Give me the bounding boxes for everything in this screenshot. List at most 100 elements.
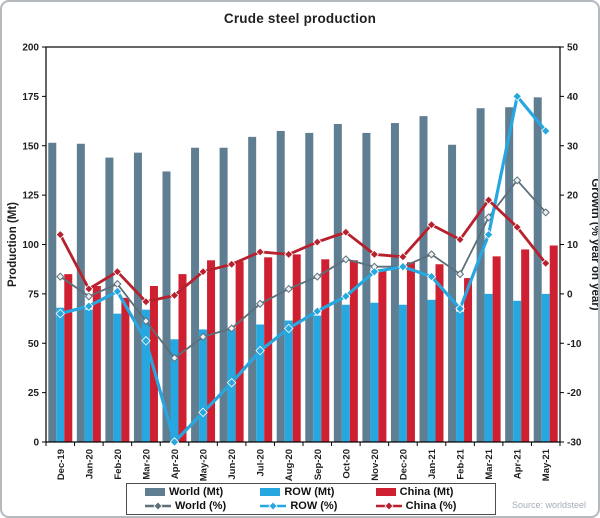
row-mt-bar (427, 299, 436, 442)
left-axis-tick-label: 100 (22, 240, 39, 251)
china-marker (426, 220, 437, 230)
left-axis-tick-label: 200 (22, 43, 39, 54)
row-marker (255, 345, 265, 356)
world-marker (56, 272, 65, 281)
world-marker (341, 255, 350, 264)
world-marker (455, 270, 465, 279)
china-marker (341, 227, 351, 237)
row-mt-bar (56, 307, 65, 442)
x-axis-label: Feb-20 (113, 449, 124, 480)
china-marker (484, 195, 494, 205)
left-axis-tick-label: 25 (28, 388, 40, 399)
china-marker (84, 284, 94, 294)
china-mt-bar (121, 297, 130, 442)
china-mt-bar (349, 260, 358, 442)
world-marker (256, 299, 265, 308)
world-mt-bar (191, 147, 200, 443)
legend-swatch-world (145, 501, 171, 511)
chart-legend: World (Mt) ROW (Mt) China (Mt) World (%) ROW… (126, 483, 496, 515)
row-marker (369, 266, 380, 277)
x-axis-label: Dec-20 (398, 449, 409, 480)
china-mt-bar (435, 264, 444, 442)
china-mt-bar (464, 278, 473, 442)
china-mt-bar (378, 269, 387, 442)
legend-label-row-mt: ROW (Mt) (284, 485, 335, 498)
world-marker (427, 250, 436, 259)
row-marker (455, 303, 465, 314)
row-mt-bar (113, 313, 122, 443)
china-marker (141, 297, 151, 307)
world-line (59, 179, 547, 360)
china-line (59, 198, 547, 304)
x-axis-label: Sep-20 (313, 449, 324, 480)
right-axis-tick-label: -20 (567, 388, 582, 399)
china-mt-bar (549, 245, 558, 442)
row-mt-bar (541, 293, 550, 443)
right-axis-tick-label: 10 (567, 240, 579, 251)
right-axis-tick-label: 20 (567, 191, 579, 202)
row-marker (226, 377, 237, 388)
row-marker (540, 126, 551, 136)
left-axis-tick-label: 75 (28, 289, 40, 300)
china-mt-bar (292, 254, 301, 443)
world-mt-bar (505, 107, 514, 443)
world-marker (141, 316, 151, 326)
china-mt-bar (235, 261, 244, 442)
x-axis-label: Nov-20 (370, 449, 381, 481)
world-marker (513, 176, 522, 185)
source-note: Source: worldsteel (511, 500, 586, 510)
world-mt-bar (48, 142, 57, 443)
row-marker (512, 91, 522, 102)
legend-swatch-row (260, 501, 287, 511)
china-marker (112, 267, 122, 277)
legend-item-china-mt: China (Mt) (375, 485, 491, 498)
world-mt-bar (76, 143, 85, 442)
legend-item-world-mt: World (Mt) (145, 485, 260, 498)
china-mt-bar (521, 249, 530, 442)
row-mt-bar (313, 315, 322, 442)
china-marker (284, 249, 294, 259)
china-mt-bar (178, 274, 187, 443)
right-axis-title: Growth (% year on year) (589, 178, 600, 310)
left-axis-tick-label: 125 (22, 191, 39, 202)
x-axis-label: Dec-19 (56, 449, 67, 480)
legend-item-row-mt: ROW (Mt) (260, 485, 375, 498)
world-mt-bar (333, 124, 342, 443)
world-mt-bar (533, 97, 542, 443)
x-axis-label: May-21 (541, 448, 552, 481)
china-marker (541, 258, 551, 268)
legend-label-china-mt: China (Mt) (399, 485, 454, 498)
china-marker (398, 252, 408, 262)
world-marker (227, 324, 236, 333)
x-axis-label: Apr-21 (513, 448, 524, 479)
left-axis-tick-label: 175 (22, 92, 39, 103)
world-mt-bar (133, 152, 142, 442)
world-mt-bar (219, 147, 228, 443)
legend-swatch-row-mt (260, 488, 281, 496)
left-axis-tick-label: 150 (22, 141, 39, 152)
row-marker (312, 306, 323, 316)
row-marker (198, 407, 208, 418)
left-axis-tick-label: 50 (28, 339, 40, 350)
world-marker (198, 332, 208, 341)
world-marker (541, 208, 550, 217)
china-mt-bar (492, 256, 501, 442)
legend-item-row: ROW (%) (260, 500, 375, 512)
legend-label-china: China (%) (405, 499, 457, 512)
x-axis-label: Apr-20 (170, 449, 181, 479)
row-mt-bar (484, 293, 493, 443)
right-axis-tick-label: 50 (567, 43, 579, 54)
row-marker (169, 437, 180, 447)
chart-title: Crude steel production (223, 11, 377, 26)
legend-label-world-mt: World (Mt) (169, 485, 224, 498)
row-mt-bar (84, 309, 93, 442)
world-mt-bar (105, 157, 114, 442)
x-axis-label: Jun-20 (227, 449, 238, 480)
legend-item-china: China (%) (375, 499, 491, 512)
world-mt-bar (419, 116, 428, 443)
world-marker (284, 284, 293, 294)
china-mt-bar (64, 274, 73, 443)
china-marker (369, 249, 379, 259)
row-marker (341, 291, 351, 302)
